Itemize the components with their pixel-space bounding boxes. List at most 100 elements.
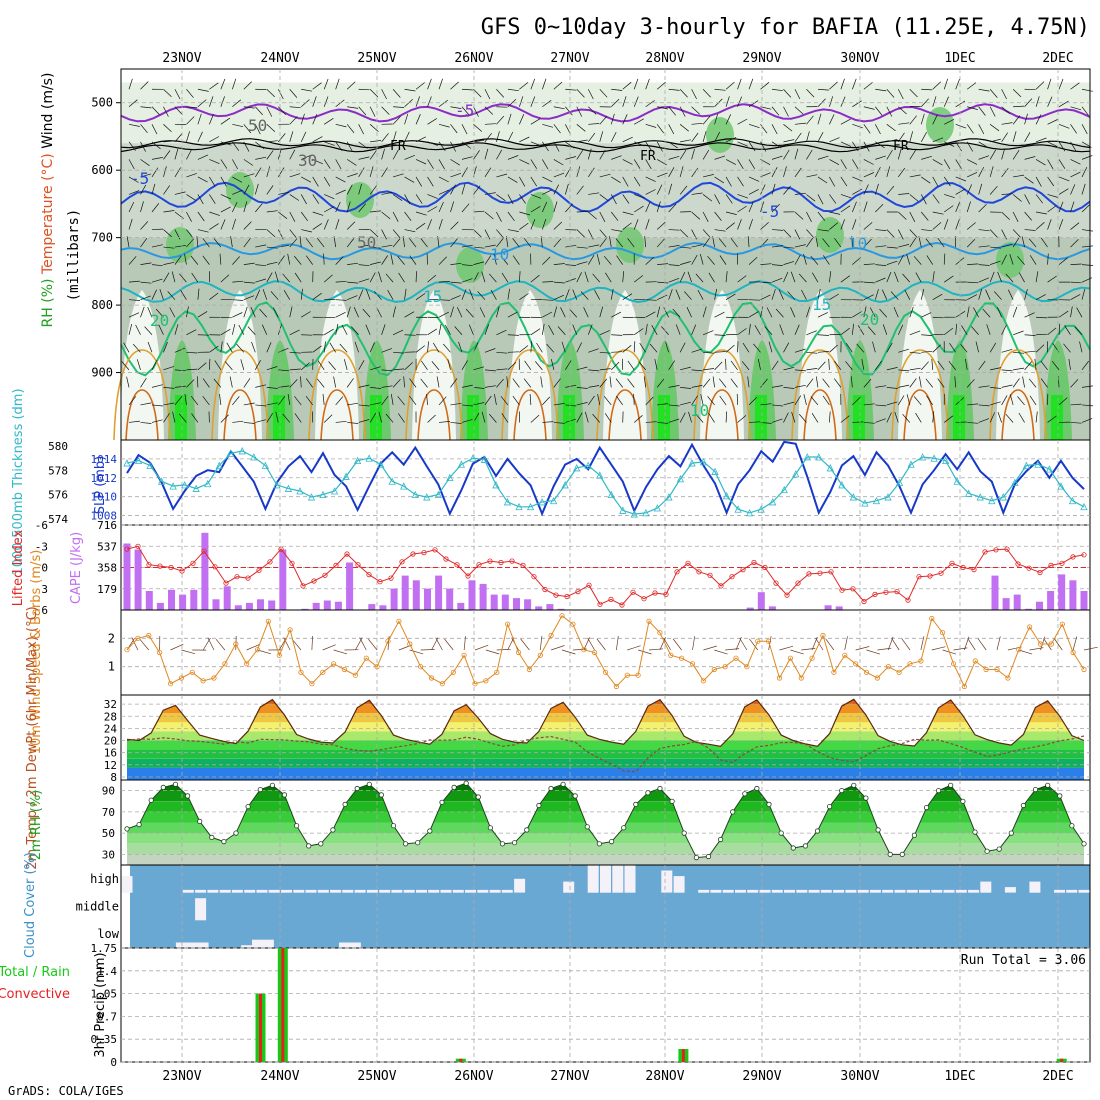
wind-barb bbox=[668, 155, 680, 160]
wind-barb bbox=[163, 246, 175, 249]
wind-barb bbox=[347, 262, 359, 265]
wind-barb bbox=[553, 106, 565, 110]
surface-wind-barb bbox=[790, 649, 804, 655]
lifted-index-point bbox=[652, 590, 658, 596]
rh-point bbox=[1045, 782, 1051, 788]
wind-barb bbox=[737, 176, 744, 187]
wind-barb bbox=[863, 141, 870, 152]
wind-barb bbox=[679, 106, 686, 117]
wind-barb bbox=[817, 288, 821, 300]
wind-barb bbox=[794, 324, 800, 335]
thickness-point bbox=[342, 472, 350, 480]
wind-barb bbox=[392, 89, 401, 98]
lifted-index-point bbox=[432, 547, 438, 553]
surface-wind-barb bbox=[420, 649, 435, 651]
thickness-point bbox=[1068, 496, 1077, 505]
wind-barb bbox=[209, 194, 216, 204]
thickness-point bbox=[238, 447, 246, 455]
saturated-column bbox=[563, 395, 575, 440]
wind-barb bbox=[656, 124, 664, 134]
wind-barb bbox=[616, 255, 624, 265]
x-tick-label-bottom: 1DEC bbox=[944, 1069, 975, 1084]
wind-speed-point bbox=[581, 647, 587, 653]
wind-barb bbox=[484, 211, 494, 220]
temp-color-band bbox=[127, 749, 1084, 759]
wind-barb bbox=[390, 253, 394, 265]
wind-barb bbox=[1070, 222, 1080, 230]
high-cloud-bar bbox=[857, 889, 869, 893]
wind-barb bbox=[392, 229, 401, 239]
wind-barb bbox=[243, 81, 252, 90]
wind-barb bbox=[266, 88, 275, 98]
wind-barb bbox=[592, 413, 601, 423]
lifted-index-point bbox=[520, 562, 526, 569]
lifted-index-point bbox=[443, 556, 449, 562]
surface-wind-barb bbox=[474, 644, 489, 651]
hot-isotherm bbox=[608, 389, 642, 441]
wind-barb bbox=[817, 351, 829, 353]
contour-label: 50 bbox=[248, 116, 267, 135]
wind-barb bbox=[840, 219, 845, 230]
wind-barb bbox=[542, 141, 549, 152]
wind-barb bbox=[829, 137, 840, 143]
wind-barb bbox=[151, 106, 160, 116]
thickness-point bbox=[549, 496, 558, 505]
wind-barb bbox=[771, 277, 783, 283]
wind-barb bbox=[553, 306, 558, 318]
wind-barb bbox=[461, 141, 472, 149]
wind-barb bbox=[829, 96, 834, 107]
wind-barb bbox=[599, 149, 606, 160]
wind-barb bbox=[1001, 148, 1005, 160]
wind-barb bbox=[707, 396, 715, 406]
wind-barb bbox=[140, 201, 144, 213]
cape-bar bbox=[535, 606, 543, 610]
rh-point bbox=[948, 782, 954, 788]
wind-barb bbox=[725, 96, 730, 107]
wind-barb bbox=[1013, 367, 1025, 371]
wind-barb bbox=[278, 191, 290, 195]
wind-barb bbox=[1035, 96, 1040, 107]
rh-point bbox=[705, 853, 712, 860]
wind-barb bbox=[427, 194, 438, 199]
wind-barb bbox=[691, 385, 703, 388]
wind-barb bbox=[530, 219, 536, 230]
high-cloud-bar bbox=[514, 878, 526, 893]
wind-barb bbox=[512, 238, 520, 248]
wind-barb bbox=[978, 264, 990, 266]
high-cloud-bar bbox=[391, 889, 403, 893]
wind-barb bbox=[897, 395, 905, 406]
wind-barb bbox=[852, 323, 854, 335]
wind-barb bbox=[243, 262, 255, 265]
wind-speed-point bbox=[787, 655, 794, 661]
high-cloud-bar bbox=[440, 889, 452, 893]
wind-barb bbox=[213, 238, 222, 248]
wind-barb bbox=[748, 311, 759, 318]
low-cloud-bar bbox=[349, 942, 361, 948]
wind-barb bbox=[1068, 358, 1071, 370]
wind-barb bbox=[323, 78, 329, 90]
wind-barb bbox=[232, 141, 240, 151]
wind-barb bbox=[604, 396, 612, 406]
wind-barb bbox=[1070, 184, 1076, 195]
wind-barb bbox=[163, 413, 170, 423]
wind-barb bbox=[186, 229, 194, 239]
wind-barb bbox=[645, 323, 648, 335]
wind-barb bbox=[986, 324, 991, 335]
cape-tick-label: 179 bbox=[97, 583, 117, 596]
wind-barb bbox=[815, 376, 819, 388]
wind-barb bbox=[507, 98, 517, 108]
wind-barb bbox=[226, 342, 233, 353]
cape-bar bbox=[457, 602, 465, 610]
wind-barb bbox=[1001, 211, 1010, 220]
wind-barb bbox=[823, 255, 830, 265]
wind-barb bbox=[197, 113, 202, 125]
wind-barb bbox=[886, 401, 898, 406]
thickness-point bbox=[480, 455, 489, 463]
high-cloud-bar bbox=[268, 889, 280, 893]
wind-barb bbox=[863, 403, 875, 406]
wind-barb bbox=[749, 421, 761, 423]
wind-barb bbox=[576, 139, 588, 143]
thickness-point bbox=[388, 477, 396, 485]
wind-barb bbox=[1047, 275, 1057, 283]
